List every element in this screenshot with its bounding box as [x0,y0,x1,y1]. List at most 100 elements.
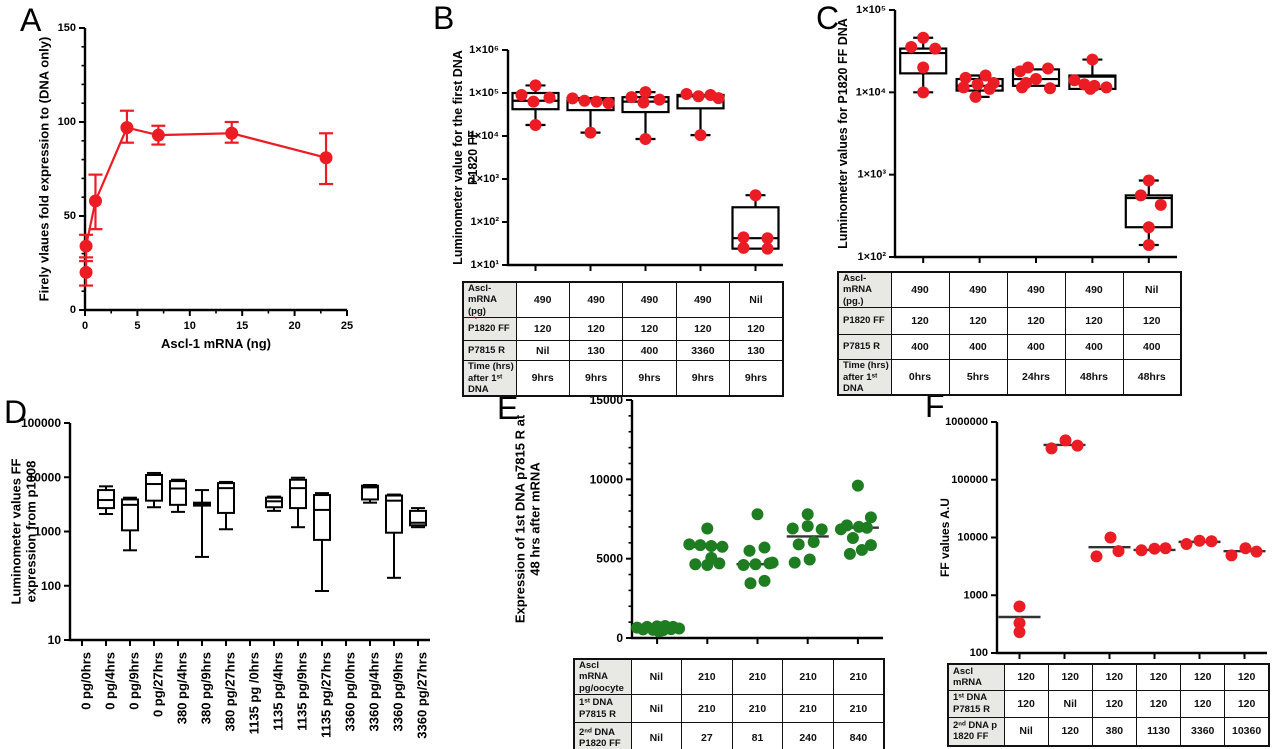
value-cell: 490 [1006,271,1066,309]
svg-text:0 pg/0hrs: 0 pg/0hrs [79,652,94,710]
svg-text:1×10¹: 1×10¹ [471,259,500,271]
row-label-cell: 2ⁿᵈ DNA p 1820 FF [947,716,1005,747]
panel-c-box-plot: 1×10² 1×10³ 1×10⁴ 1×10⁵ Luminometer values f… [836,4,1177,263]
row-label-cell: P1820 FF [462,317,517,342]
value-cell: 27 [681,722,733,749]
svg-text:1135 pg/9hrs: 1135 pg/9hrs [295,652,310,731]
value-cell: 120 [1047,663,1093,691]
svg-text:1×10²: 1×10² [471,216,500,228]
row-label-cell: P7815 R [462,340,517,362]
svg-text:10: 10 [184,320,196,332]
value-cell: 5hrs [948,359,1008,396]
value-cell: 210 [832,694,885,724]
value-cell: 400 [1064,334,1124,361]
value-cell: 120 [1135,689,1182,718]
svg-text:1000: 1000 [964,589,988,601]
value-cell: 0hrs [890,359,950,396]
value-cell: 120 [890,307,950,336]
value-cell: Nil [1122,271,1182,309]
value-cell: 490 [948,271,1008,309]
svg-text:1×10⁴: 1×10⁴ [469,130,499,142]
svg-text:Luminometer values for P1820 F: Luminometer values for P1820 FF DNA [836,18,850,249]
row-label-cell: Time (hrs) after 1ˢᵗ DNA [837,359,892,396]
table-row: Time (hrs) after 1ˢᵗ DNA 9hrs 9hrs 9hrs 9hrs 9… [462,360,784,397]
value-cell: 9hrs [515,360,570,397]
value-cell: 130 [729,340,784,362]
value-cell: 120 [515,317,570,342]
value-cell: 120 [1224,689,1270,718]
panel-b-letter: B [433,0,455,36]
value-cell: 490 [675,281,731,319]
table-row: 2ⁿᵈ DNA P1820 FF Nil 27 81 240 840 [573,722,885,749]
value-cell: 120 [622,317,677,342]
value-cell: 10360 [1224,716,1270,747]
value-cell: Nil [630,658,683,696]
row-label-cell: P1820 FF [837,307,892,336]
svg-text:5: 5 [134,320,140,332]
value-cell: 210 [782,658,834,696]
table-row: 2ⁿᵈ DNA p 1820 FF Nil 120 380 1130 3360 10360 [947,716,1270,747]
svg-text:0: 0 [70,304,76,316]
svg-text:1×10⁵: 1×10⁵ [856,4,886,16]
svg-text:0 pg/27hrs: 0 pg/27hrs [151,652,166,717]
value-cell: Nil [630,722,683,749]
row-label-cell: Ascl mRNA [947,663,1005,691]
table-row: Ascl mRNA 120 120 120 120 120 120 [947,663,1270,691]
row-label-cell: 1ˢᵗ DNA P7815 R [573,694,632,724]
value-cell: 400 [948,334,1008,361]
value-cell: 490 [622,281,677,319]
value-cell: 120 [1135,663,1182,691]
value-cell: 210 [731,694,784,724]
value-cell: 81 [731,722,784,749]
svg-text:15: 15 [236,320,248,332]
row-label-cell: P7815 R [837,334,892,361]
value-cell: 24hrs [1006,359,1066,396]
panel-f-conditions-table: Ascl mRNA 120 120 120 120 120 120 1ˢᵗ DNA P7815 … [947,663,1270,747]
svg-text:0 pg/4hrs: 0 pg/4hrs [103,652,118,710]
row-label-cell: Time (hrs) after 1ˢᵗ DNA [462,360,517,397]
svg-text:3360 pg/27hrs: 3360 pg/27hrs [415,652,430,739]
svg-text:1×10⁵: 1×10⁵ [469,87,499,99]
svg-text:Firely vlaues fold expression: Firely vlaues fold expression to (DNA on… [37,37,52,302]
svg-text:Expression of 1st DNA p7815 R: Expression of 1st DNA p7815 R at [513,414,528,623]
svg-text:1×10⁶: 1×10⁶ [469,44,499,56]
value-cell: 400 [890,334,950,361]
svg-text:100: 100 [58,116,76,128]
svg-text:Luminometer values FF: Luminometer values FF [9,458,24,604]
table-row: P7815 R Nil 130 400 3360 130 [462,340,784,362]
value-cell: Nil [729,281,784,319]
value-cell: 120 [1091,689,1137,718]
value-cell: 120 [1064,307,1124,336]
value-cell: 840 [832,722,885,749]
value-cell: 210 [681,694,733,724]
value-cell: Nil [515,340,570,362]
value-cell: 130 [568,340,624,362]
svg-text:380 pg/27hrs: 380 pg/27hrs [223,652,238,732]
value-cell: 120 [1180,663,1226,691]
svg-text:1×10²: 1×10² [858,251,887,263]
svg-text:1135 pg /0hrs: 1135 pg /0hrs [247,652,262,734]
svg-text:0 pg/9hrs: 0 pg/9hrs [127,652,142,710]
panel-f-dot-plot: 100 1000 10000 100000 1000000 FF values A.U [938,416,1267,659]
value-cell: 9hrs [622,360,677,397]
row-label-cell: Ascl-mRNA (pg) [462,281,517,319]
svg-text:380 pg/4hrs: 380 pg/4hrs [175,652,190,724]
svg-text:48 hrs after mRNA: 48 hrs after mRNA [528,462,543,576]
svg-text:20: 20 [288,320,300,332]
svg-text:0: 0 [616,631,623,645]
value-cell: Nil [1003,716,1049,747]
panel-f-letter: F [925,388,945,424]
svg-text:10000: 10000 [590,472,624,486]
svg-text:10000: 10000 [28,470,62,484]
svg-text:1135 pg/27hrs: 1135 pg/27hrs [319,652,334,738]
value-cell: 240 [782,722,834,749]
value-cell: 120 [1122,307,1182,336]
value-cell: Nil [1047,689,1093,718]
panel-e-letter: E [497,390,519,426]
panel-d-box-plot: 10 100 1000 10000 100000 Luminometer values F… [9,416,430,739]
table-row: Ascl-mRNA (pg.) 490 490 490 490 Nil [837,271,1182,309]
value-cell: 120 [1180,689,1226,718]
panel-a-letter: A [20,2,42,38]
